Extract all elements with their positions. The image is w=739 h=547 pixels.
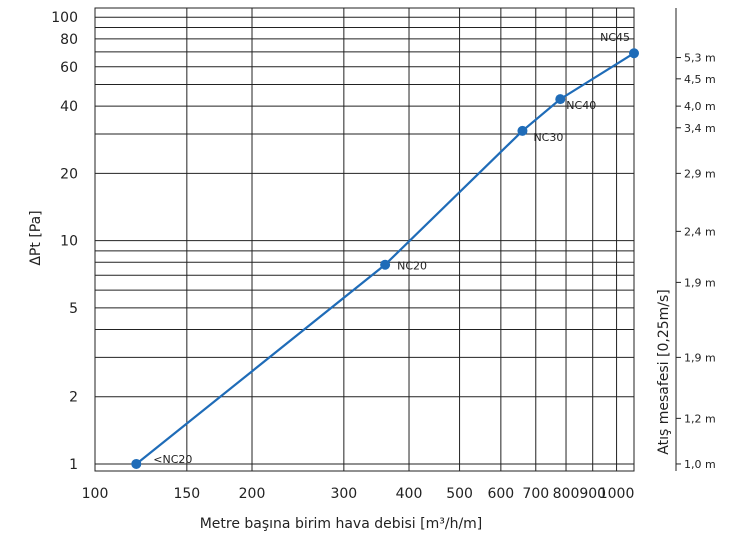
x-tick-label: 1000 [599,486,635,502]
y-tick-label: 100 [51,10,78,26]
x-tick-label: 900 [579,486,606,502]
right-tick-label: 4,0 m [684,100,716,113]
y-tick-label: 40 [60,99,78,115]
x-tick-label: 700 [522,486,549,502]
x-tick-label: 800 [553,486,580,502]
y-axis-title: ΔPt [Pa] [28,210,44,265]
right-axis-title: Atış mesafesi [0,25m/s] [656,289,672,455]
right-tick-label: 2,9 m [684,167,716,180]
point-label: NC30 [533,131,563,144]
y-tick-label: 10 [60,234,78,250]
x-tick-label: 100 [82,486,109,502]
x-tick-label: 300 [330,486,357,502]
x-tick-label: 500 [446,486,473,502]
point-label: <NC20 [153,453,192,466]
right-tick-label: 3,4 m [684,122,716,135]
point-label: NC40 [566,99,596,112]
plot-border [94,7,635,472]
right-tick-label: 5,3 m [684,52,716,65]
right-tick-label: 4,5 m [684,73,716,86]
right-tick-label: 1,0 m [684,458,716,471]
y-tick-label: 60 [60,60,78,76]
y-tick-label: 20 [60,166,78,182]
x-tick-label: 200 [239,486,266,502]
right-tick-label: 2,4 m [684,225,716,238]
right-tick-label: 1,9 m [684,276,716,289]
point-label: NC20 [397,260,427,273]
series: <NC20 NC20 NC30 NC40 NC45 [131,31,639,469]
right-axis-ticks: 1,0 m 1,2 m 1,9 m 1,9 m 2,4 m 2,9 m 3,4 m 4,0 m… [676,52,716,471]
y-tick-label: 1 [69,457,78,473]
right-tick-label: 1,2 m [684,412,716,425]
x-tick-label: 150 [173,486,200,502]
data-point [629,48,639,59]
data-point [517,125,528,136]
plot-frame [94,7,677,472]
data-point [131,458,142,469]
x-axis-title: Metre başına birim hava debisi [m³/h/m] [200,516,483,532]
point-label: NC45 [600,31,630,44]
data-point [380,259,391,270]
y-tick-label: 2 [69,390,78,406]
y-tick-label: 5 [69,301,78,317]
y-tick-label: 80 [60,32,78,48]
x-tick-label: 400 [396,486,423,502]
data-point [555,94,566,105]
y-axis-ticks: 1 2 5 10 20 40 60 80 100 [51,10,78,473]
series-line [135,52,635,465]
right-tick-label: 1,9 m [684,351,716,364]
grid [94,8,634,471]
x-tick-label: 600 [487,486,514,502]
